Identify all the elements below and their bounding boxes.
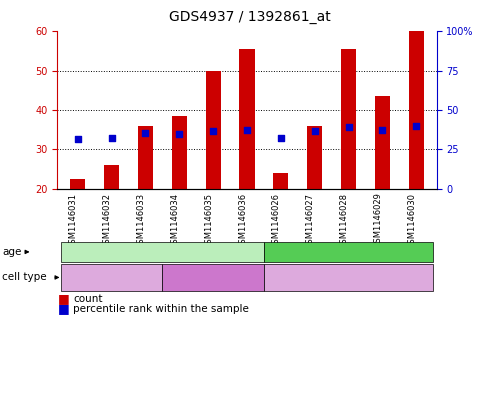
Bar [409,31,424,189]
Bar [341,49,356,189]
Text: 2-3 day neonate: 2-3 day neonate [120,247,205,257]
Text: cell type: cell type [2,272,47,283]
Text: GSM1146027: GSM1146027 [306,193,315,248]
Point [108,134,116,141]
Point [243,127,251,134]
Text: GSM1146033: GSM1146033 [136,193,145,249]
Point [378,127,386,133]
Point [175,130,183,137]
Text: GDS4937 / 1392861_at: GDS4937 / 1392861_at [169,10,330,24]
Text: beta cells: beta cells [86,272,137,283]
Text: ■: ■ [57,292,69,305]
Point [412,123,420,129]
Bar [375,96,390,189]
Text: GSM1146030: GSM1146030 [407,193,416,248]
Text: GSM1146031: GSM1146031 [69,193,78,248]
Text: non-endocrine islet
cells: non-endocrine islet cells [163,267,263,288]
Text: beta cells: beta cells [323,272,374,283]
Point [277,134,285,141]
Text: GSM1146028: GSM1146028 [340,193,349,248]
Text: GSM1146029: GSM1146029 [373,193,382,248]
Bar [273,173,288,189]
Text: age: age [2,247,22,257]
Text: GSM1146036: GSM1146036 [238,193,247,249]
Bar [70,179,85,189]
Text: GSM1146032: GSM1146032 [103,193,112,248]
Text: count: count [73,294,103,304]
Point [345,123,353,130]
Text: GSM1146026: GSM1146026 [272,193,281,248]
Point [209,128,217,134]
Point [141,130,149,136]
Point [311,128,319,134]
Text: GSM1146035: GSM1146035 [204,193,213,248]
Bar [138,126,153,189]
Text: percentile rank within the sample: percentile rank within the sample [73,303,249,314]
Bar [172,116,187,189]
Bar [206,71,221,189]
Text: GSM1146034: GSM1146034 [170,193,179,248]
Text: 10 week adult: 10 week adult [312,247,385,257]
Bar [240,49,254,189]
Bar [307,126,322,189]
Text: ■: ■ [57,302,69,315]
Point [74,136,82,142]
Bar [104,165,119,189]
